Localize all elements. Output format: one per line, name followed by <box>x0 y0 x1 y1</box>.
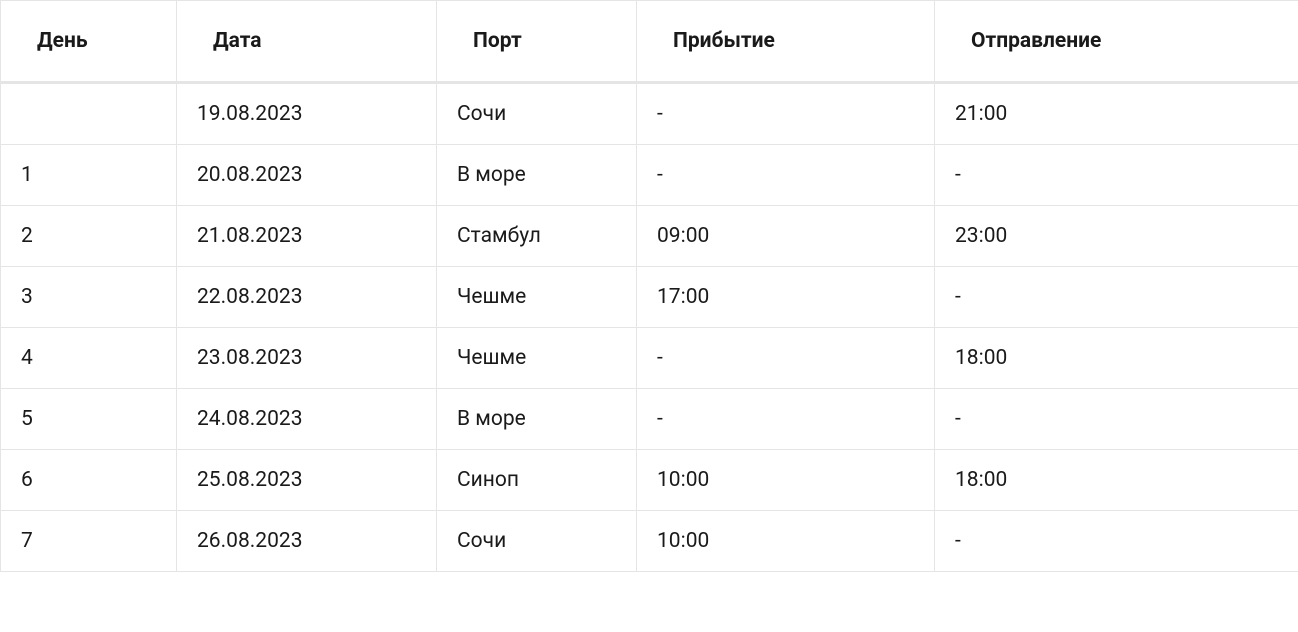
table-row: 5 24.08.2023 В море - - <box>1 389 1298 450</box>
cell-port: В море <box>437 389 637 450</box>
cell-day: 6 <box>1 450 177 511</box>
cell-arrival: 09:00 <box>637 206 935 267</box>
cell-day: 2 <box>1 206 177 267</box>
cell-departure: - <box>935 145 1298 206</box>
cell-arrival: - <box>637 83 935 145</box>
cell-departure: 18:00 <box>935 328 1298 389</box>
cell-date: 25.08.2023 <box>177 450 437 511</box>
cell-port: Сочи <box>437 511 637 572</box>
table-row: 4 23.08.2023 Чешме - 18:00 <box>1 328 1298 389</box>
cell-day: 3 <box>1 267 177 328</box>
cell-departure: 21:00 <box>935 83 1298 145</box>
itinerary-table: День Дата Порт Прибытие Отправление 19.0… <box>0 0 1298 572</box>
table-row: 1 20.08.2023 В море - - <box>1 145 1298 206</box>
table-row: 19.08.2023 Сочи - 21:00 <box>1 83 1298 145</box>
cell-date: 26.08.2023 <box>177 511 437 572</box>
cell-date: 19.08.2023 <box>177 83 437 145</box>
table-row: 3 22.08.2023 Чешме 17:00 - <box>1 267 1298 328</box>
col-header-departure: Отправление <box>935 1 1298 83</box>
table-row: 2 21.08.2023 Стамбул 09:00 23:00 <box>1 206 1298 267</box>
cell-day: 1 <box>1 145 177 206</box>
cell-day: 5 <box>1 389 177 450</box>
cell-arrival: 10:00 <box>637 511 935 572</box>
table-row: 7 26.08.2023 Сочи 10:00 - <box>1 511 1298 572</box>
cell-day: 7 <box>1 511 177 572</box>
cell-arrival: 10:00 <box>637 450 935 511</box>
cell-day <box>1 83 177 145</box>
cell-port: Сочи <box>437 83 637 145</box>
table-row: 6 25.08.2023 Синоп 10:00 18:00 <box>1 450 1298 511</box>
cell-date: 20.08.2023 <box>177 145 437 206</box>
cell-date: 21.08.2023 <box>177 206 437 267</box>
cell-date: 23.08.2023 <box>177 328 437 389</box>
cell-departure: 18:00 <box>935 450 1298 511</box>
cell-departure: - <box>935 267 1298 328</box>
cell-arrival: 17:00 <box>637 267 935 328</box>
cell-arrival: - <box>637 389 935 450</box>
cell-port: Чешме <box>437 267 637 328</box>
cell-arrival: - <box>637 145 935 206</box>
cell-arrival: - <box>637 328 935 389</box>
col-header-day: День <box>1 1 177 83</box>
table-header-row: День Дата Порт Прибытие Отправление <box>1 1 1298 83</box>
cell-day: 4 <box>1 328 177 389</box>
cell-port: Чешме <box>437 328 637 389</box>
col-header-date: Дата <box>177 1 437 83</box>
cell-port: Стамбул <box>437 206 637 267</box>
cell-departure: - <box>935 511 1298 572</box>
cell-date: 22.08.2023 <box>177 267 437 328</box>
cell-date: 24.08.2023 <box>177 389 437 450</box>
cell-port: В море <box>437 145 637 206</box>
cell-departure: - <box>935 389 1298 450</box>
cell-departure: 23:00 <box>935 206 1298 267</box>
cell-port: Синоп <box>437 450 637 511</box>
col-header-arrival: Прибытие <box>637 1 935 83</box>
col-header-port: Порт <box>437 1 637 83</box>
